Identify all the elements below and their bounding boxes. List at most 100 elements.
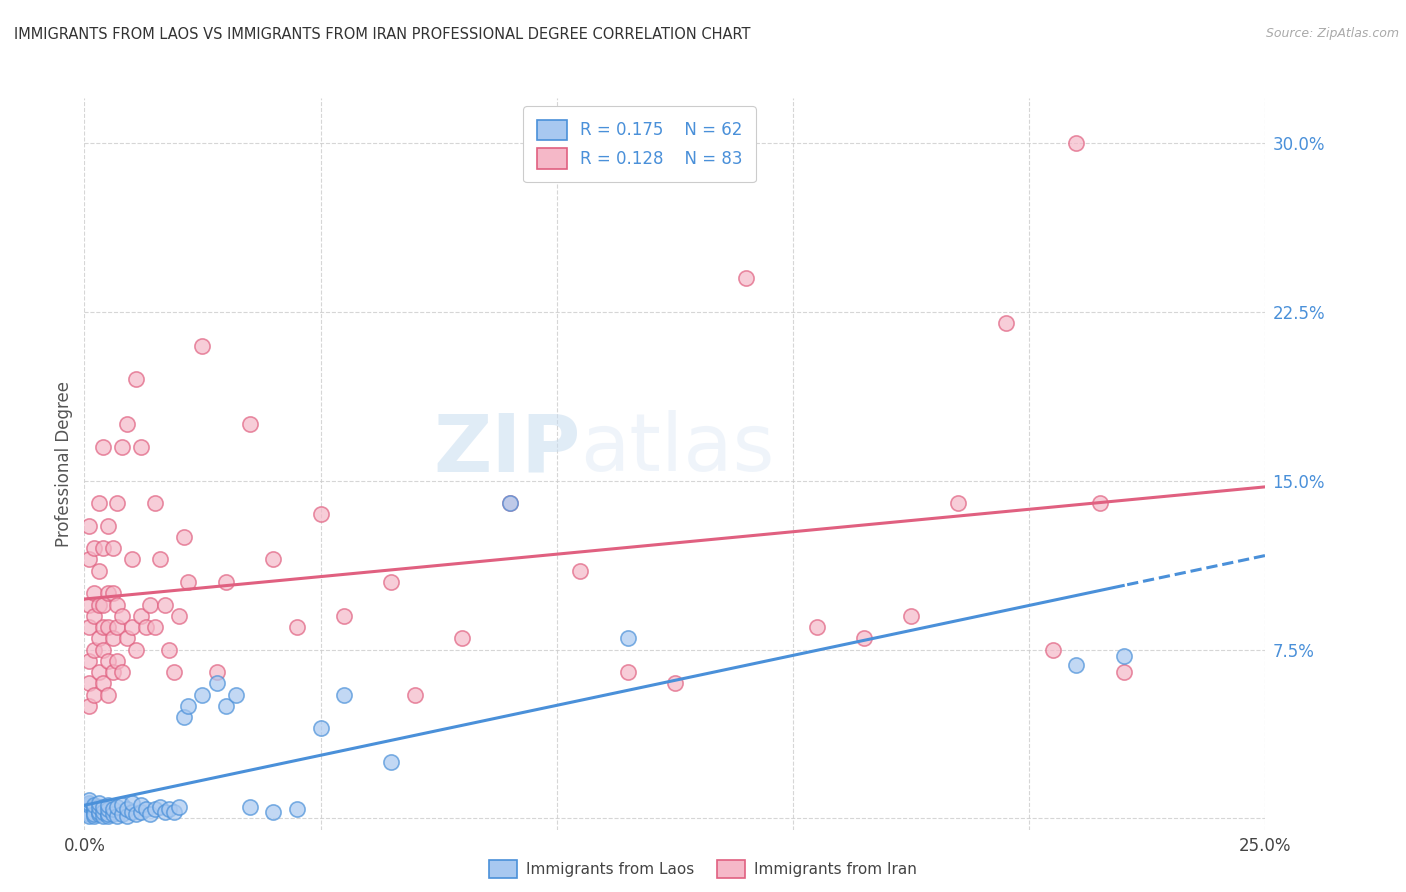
Point bbox=[225, 688, 247, 702]
Point bbox=[125, 642, 148, 657]
Point bbox=[111, 440, 134, 454]
Point bbox=[101, 586, 124, 600]
Point bbox=[91, 676, 114, 690]
Text: ZIP: ZIP bbox=[433, 410, 581, 488]
Point bbox=[167, 608, 190, 623]
Point bbox=[77, 797, 100, 812]
Point bbox=[91, 805, 114, 819]
Point bbox=[101, 632, 124, 646]
Point bbox=[177, 698, 200, 713]
Point bbox=[191, 688, 214, 702]
Point bbox=[77, 518, 100, 533]
Point bbox=[139, 598, 162, 612]
Point bbox=[91, 620, 114, 634]
Point bbox=[173, 710, 195, 724]
Point bbox=[157, 642, 180, 657]
Point bbox=[77, 676, 100, 690]
Point bbox=[77, 796, 100, 810]
Point bbox=[262, 552, 284, 566]
Point bbox=[97, 802, 120, 816]
Point bbox=[83, 806, 105, 821]
Point bbox=[125, 806, 148, 821]
Point bbox=[97, 654, 120, 668]
Point bbox=[994, 316, 1017, 330]
Point bbox=[107, 620, 129, 634]
Point bbox=[111, 797, 134, 812]
Point bbox=[87, 564, 110, 578]
Point bbox=[239, 800, 262, 814]
Point bbox=[1066, 136, 1088, 150]
Point bbox=[948, 496, 970, 510]
Point bbox=[77, 793, 100, 807]
Point bbox=[569, 564, 592, 578]
Point bbox=[121, 552, 143, 566]
Point bbox=[97, 806, 120, 821]
Point bbox=[107, 496, 129, 510]
Point bbox=[215, 574, 238, 589]
Point bbox=[129, 805, 152, 819]
Point bbox=[111, 608, 134, 623]
Point bbox=[77, 800, 100, 814]
Point bbox=[111, 806, 134, 821]
Point bbox=[852, 632, 875, 646]
Point bbox=[163, 805, 186, 819]
Point bbox=[77, 620, 100, 634]
Point bbox=[97, 688, 120, 702]
Point bbox=[191, 339, 214, 353]
Point bbox=[173, 530, 195, 544]
Point bbox=[1112, 665, 1135, 679]
Point bbox=[91, 800, 114, 814]
Point bbox=[97, 518, 120, 533]
Point bbox=[451, 632, 474, 646]
Point bbox=[77, 598, 100, 612]
Point bbox=[380, 755, 402, 769]
Point bbox=[205, 676, 228, 690]
Point bbox=[333, 688, 356, 702]
Point bbox=[87, 665, 110, 679]
Point bbox=[101, 541, 124, 556]
Y-axis label: Professional Degree: Professional Degree bbox=[55, 381, 73, 547]
Point bbox=[107, 809, 129, 823]
Legend: Immigrants from Laos, Immigrants from Iran: Immigrants from Laos, Immigrants from Ir… bbox=[484, 854, 922, 884]
Point bbox=[404, 688, 426, 702]
Point bbox=[83, 642, 105, 657]
Point bbox=[107, 598, 129, 612]
Point bbox=[101, 806, 124, 821]
Point bbox=[129, 440, 152, 454]
Point bbox=[1066, 658, 1088, 673]
Point bbox=[83, 608, 105, 623]
Point bbox=[87, 632, 110, 646]
Point bbox=[115, 417, 138, 432]
Point bbox=[97, 586, 120, 600]
Point bbox=[157, 802, 180, 816]
Point bbox=[215, 698, 238, 713]
Point bbox=[97, 620, 120, 634]
Point bbox=[1112, 649, 1135, 664]
Point bbox=[101, 802, 124, 816]
Legend: R = 0.175    N = 62, R = 0.128    N = 83: R = 0.175 N = 62, R = 0.128 N = 83 bbox=[523, 106, 755, 182]
Point bbox=[115, 802, 138, 816]
Text: atlas: atlas bbox=[581, 410, 775, 488]
Point bbox=[87, 806, 110, 821]
Point bbox=[111, 665, 134, 679]
Point bbox=[125, 372, 148, 386]
Point bbox=[87, 800, 110, 814]
Point bbox=[121, 796, 143, 810]
Point bbox=[83, 805, 105, 819]
Point bbox=[107, 654, 129, 668]
Point bbox=[77, 805, 100, 819]
Point bbox=[498, 496, 520, 510]
Point bbox=[1042, 642, 1064, 657]
Point bbox=[115, 632, 138, 646]
Point bbox=[101, 665, 124, 679]
Point bbox=[143, 496, 166, 510]
Point bbox=[262, 805, 284, 819]
Point bbox=[115, 809, 138, 823]
Point bbox=[91, 598, 114, 612]
Point bbox=[616, 632, 638, 646]
Point bbox=[107, 800, 129, 814]
Point bbox=[91, 642, 114, 657]
Point bbox=[309, 721, 332, 735]
Point bbox=[135, 620, 157, 634]
Point bbox=[163, 665, 186, 679]
